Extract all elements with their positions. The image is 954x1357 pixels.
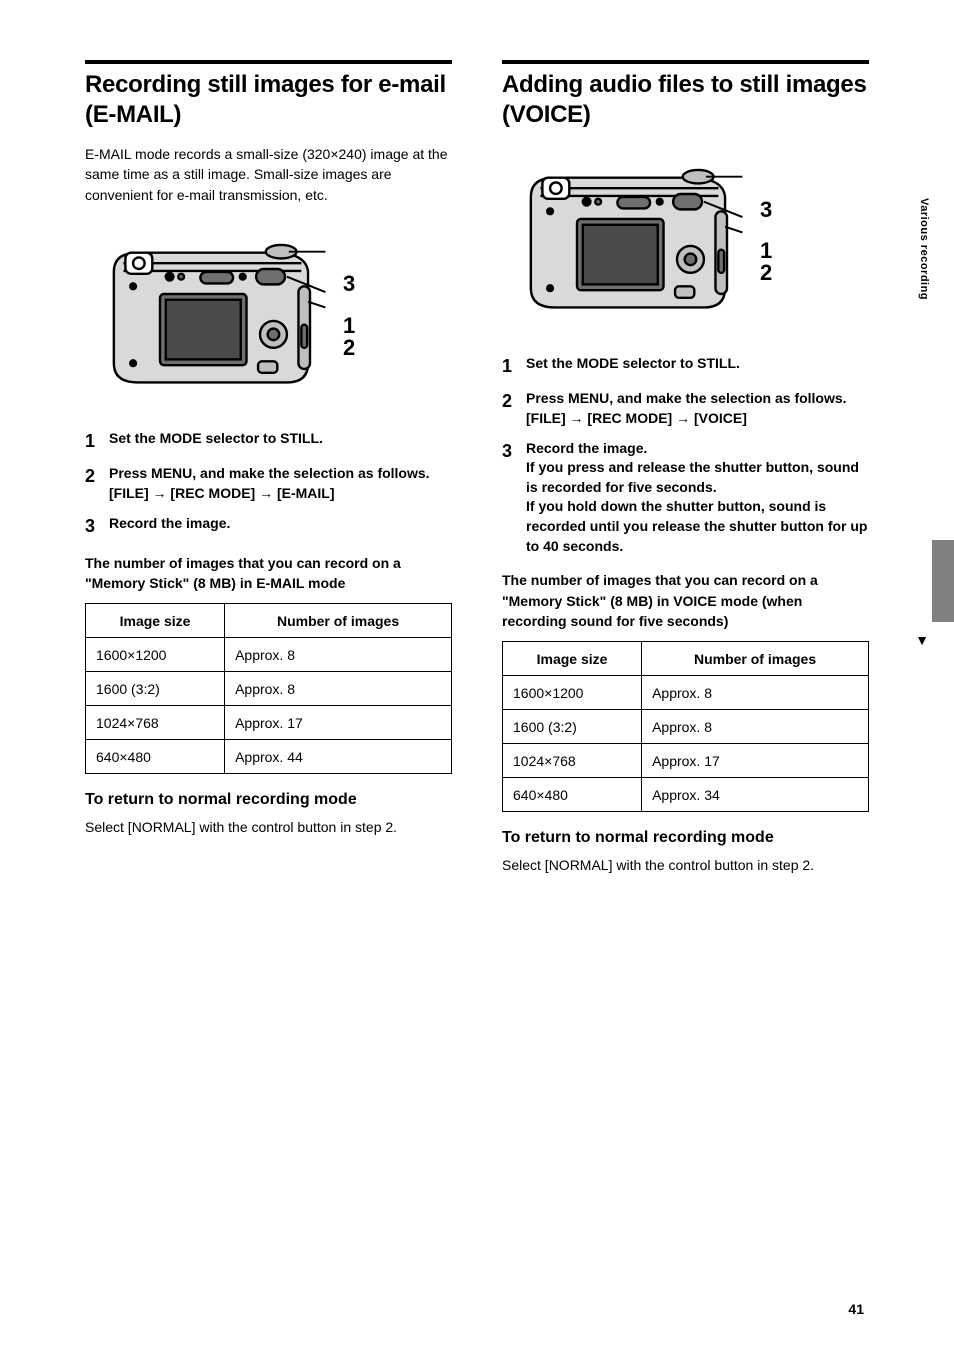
table-caption: The number of images that you can record… (502, 570, 869, 631)
section-rule (85, 60, 452, 64)
step-number: 1 (85, 429, 109, 454)
side-vertical-label: Various recording (912, 198, 930, 300)
steps-right: 1 Set the MODE selector to STILL. 2 Pres… (502, 354, 869, 556)
table-row: 1024×768Approx. 17 (86, 706, 452, 740)
step: 2 Press MENU, and make the selection as … (502, 389, 869, 428)
step-text: Record the image. (109, 514, 452, 539)
table-row: 1600 (3:2)Approx. 8 (86, 672, 452, 706)
page-number: 41 (848, 1301, 864, 1317)
table-row: 640×480Approx. 44 (86, 740, 452, 774)
callout-1: 1 (343, 315, 355, 337)
return-normal-text: Select [NORMAL] with the control button … (502, 855, 869, 875)
table-caption: The number of images that you can record… (85, 553, 452, 594)
th-number: Number of images (642, 642, 869, 676)
right-column: Adding audio files to still images (VOIC… (502, 60, 869, 885)
callout-2: 2 (760, 262, 772, 284)
side-tab (932, 540, 954, 622)
side-continue-arrow-icon: ▼ (915, 632, 929, 648)
callouts-left: 3 1 2 (343, 271, 355, 358)
callout-2: 2 (343, 337, 355, 359)
step: 1 Set the MODE selector to STILL. (85, 429, 452, 454)
callout-3: 3 (343, 271, 355, 296)
image-size-table-right: Image size Number of images 1600×1200App… (502, 641, 869, 812)
section-title-email: Recording still images for e-mail (E-MAI… (85, 70, 452, 130)
camera-icon (502, 144, 752, 336)
step-number: 1 (502, 354, 526, 379)
step-number: 2 (85, 464, 109, 503)
section-rule (502, 60, 869, 64)
table-body-left: 1600×1200Approx. 8 1600 (3:2)Approx. 8 1… (86, 638, 452, 774)
camera-figure-right: 3 1 2 (502, 144, 869, 336)
step-number: 3 (502, 439, 526, 557)
step-text: Press MENU, and make the selection as fo… (109, 464, 452, 503)
table-row: 1600 (3:2)Approx. 8 (503, 710, 869, 744)
th-image-size: Image size (86, 604, 225, 638)
table-row: 1600×1200Approx. 8 (503, 676, 869, 710)
camera-figure-left: 3 1 2 (85, 219, 452, 411)
steps-left: 1 Set the MODE selector to STILL. 2 Pres… (85, 429, 452, 539)
camera-icon (85, 219, 335, 411)
section-title-voice: Adding audio files to still images (VOIC… (502, 70, 869, 130)
table-row: 1024×768Approx. 17 (503, 744, 869, 778)
left-column: Recording still images for e-mail (E-MAI… (85, 60, 452, 885)
return-normal-text: Select [NORMAL] with the control button … (85, 817, 452, 837)
return-normal-heading: To return to normal recording mode (85, 790, 452, 811)
step: 3 Record the image.If you press and rele… (502, 439, 869, 557)
step: 1 Set the MODE selector to STILL. (502, 354, 869, 379)
callout-3: 3 (760, 197, 772, 222)
return-normal-heading: To return to normal recording mode (502, 828, 869, 849)
step: 3 Record the image. (85, 514, 452, 539)
step-text: Set the MODE selector to STILL. (109, 429, 452, 454)
table-row: 640×480Approx. 34 (503, 778, 869, 812)
table-body-right: 1600×1200Approx. 8 1600 (3:2)Approx. 8 1… (503, 676, 869, 812)
th-image-size: Image size (503, 642, 642, 676)
step-text: Record the image.If you press and releas… (526, 439, 869, 557)
step-number: 2 (502, 389, 526, 428)
callout-1: 1 (760, 240, 772, 262)
th-number: Number of images (225, 604, 452, 638)
step-number: 3 (85, 514, 109, 539)
step-text: Set the MODE selector to STILL. (526, 354, 869, 379)
step-text: Press MENU, and make the selection as fo… (526, 389, 869, 428)
intro-text: E-MAIL mode records a small-size (320×24… (85, 144, 452, 205)
step: 2 Press MENU, and make the selection as … (85, 464, 452, 503)
callouts-right: 3 1 2 (760, 197, 772, 284)
table-row: 1600×1200Approx. 8 (86, 638, 452, 672)
image-size-table-left: Image size Number of images 1600×1200App… (85, 603, 452, 774)
